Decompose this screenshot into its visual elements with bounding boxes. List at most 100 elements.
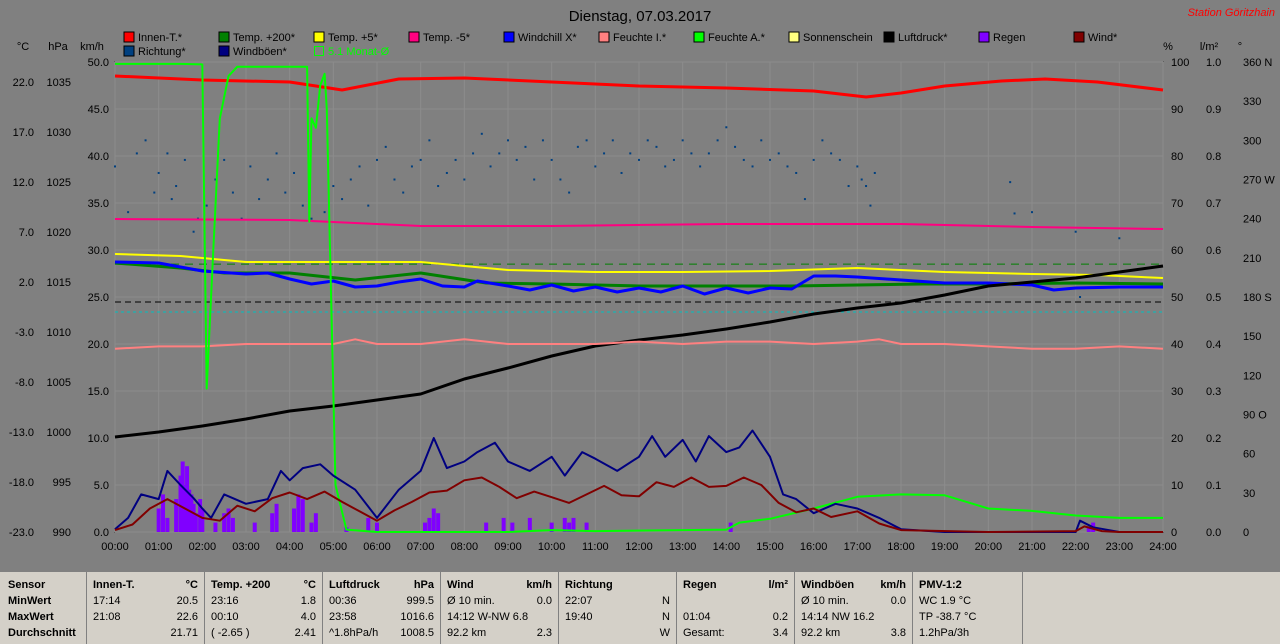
- legend-label: Feuchte I.*: [613, 32, 667, 44]
- x-tick-label: 18:00: [887, 541, 915, 553]
- direction-point: [603, 152, 606, 155]
- reference-lines: [115, 263, 1163, 313]
- direction-point: [428, 139, 431, 142]
- direction-point: [472, 152, 475, 155]
- direction-tick-label: 90 O: [1243, 410, 1267, 422]
- axis-unit-labels: °C hPa km/h% l/m² °: [17, 41, 1242, 53]
- series-line: [114, 476, 1163, 533]
- direction-point: [410, 165, 413, 168]
- x-tick-label: 16:00: [800, 541, 828, 553]
- x-tick-label: 02:00: [189, 541, 217, 553]
- direction-tick-label: 0: [1243, 527, 1249, 539]
- direction-point: [1031, 211, 1033, 214]
- axis-tick-labels: 00:00 01:00 02:00 03:00 04:00 05:00 06:00 07:00…: [9, 57, 1275, 553]
- direction-point: [795, 171, 798, 174]
- rain-bar: [292, 508, 297, 532]
- direction-point: [153, 191, 156, 194]
- rain-bar: [230, 517, 235, 532]
- direction-point: [734, 145, 737, 148]
- direction-point: [175, 185, 178, 188]
- rain-bar: [165, 517, 170, 532]
- legend-swatch: [1073, 31, 1085, 43]
- rain-bar: [200, 508, 205, 532]
- chart-title: Dienstag, 07.03.2017: [569, 8, 712, 25]
- pressure-tick-label: 1020: [47, 227, 71, 239]
- direction-point: [293, 171, 296, 174]
- direction-point: [393, 178, 396, 181]
- stats-col-title: Windböen: [801, 579, 855, 591]
- temp-tick-label: -23.0: [9, 527, 34, 539]
- stats-cell-label: 00:10: [211, 611, 239, 623]
- humidity-tick-label: 60: [1171, 245, 1183, 257]
- wind-tick-label: 50.0: [88, 57, 109, 69]
- temp-tick-label: 22.0: [13, 77, 34, 89]
- stats-col: PMV-1:2 WC 1.9 °C TP -38.7 °C 1.2hPa/3h: [913, 572, 1023, 644]
- direction-point: [638, 158, 640, 161]
- stats-col-unit: km/h: [526, 579, 552, 591]
- x-tick-label: 04:00: [276, 541, 304, 553]
- direction-point: [629, 152, 632, 155]
- x-tick-label: 03:00: [232, 541, 260, 553]
- direction-tick-label: 360 N: [1243, 57, 1272, 69]
- direction-point: [812, 158, 815, 161]
- legend-swatch: [693, 31, 705, 43]
- direction-axis-unit: °: [1238, 41, 1242, 53]
- stats-cell-label: ^1.8hPa/h: [329, 627, 379, 639]
- legend-label: Sonnenschein: [803, 32, 873, 44]
- direction-point: [402, 191, 405, 194]
- stats-col: Regen l/m² 01:04 0.2 Gesamt: 3.4: [677, 572, 795, 644]
- rain-tick-label: 0.2: [1206, 433, 1221, 445]
- direction-point: [489, 165, 492, 168]
- stats-cell-label: 92.2 km: [447, 627, 487, 639]
- legend-label: Windchill X*: [518, 32, 577, 44]
- direction-point: [760, 139, 763, 142]
- stats-cell-value: 22.6: [176, 611, 198, 623]
- direction-point: [856, 165, 859, 168]
- rain-tick-label: 0.6: [1206, 245, 1221, 257]
- rain-bar: [501, 517, 506, 532]
- wind-tick-label: 0.0: [94, 527, 109, 539]
- stats-cell-label: 14:14 NW 16.2: [801, 611, 875, 623]
- legend-label: Feuchte A.*: [708, 32, 766, 44]
- legend-swatch: [598, 31, 610, 43]
- direction-point: [559, 178, 562, 181]
- legend-swatch: [314, 46, 324, 56]
- direction-point: [620, 171, 623, 174]
- humidity-tick-label: 40: [1171, 339, 1183, 351]
- stats-max-label: MaxWert: [8, 611, 54, 623]
- x-tick-label: 15:00: [756, 541, 784, 553]
- temp-tick-label: 2.0: [19, 277, 34, 289]
- rain-bar: [549, 522, 554, 532]
- direction-point: [1079, 296, 1082, 298]
- direction-tick-label: 300: [1243, 135, 1261, 147]
- stats-cell-label: Gesamt:: [683, 627, 725, 639]
- stats-cell-value: 3.8: [890, 627, 906, 639]
- series-line: [114, 260, 1163, 296]
- x-tick-label: 09:00: [494, 541, 522, 553]
- direction-tick-label: 120: [1243, 370, 1261, 382]
- temp-tick-label: 17.0: [13, 127, 34, 139]
- direction-point: [223, 158, 226, 161]
- stats-col-unit: °C: [303, 579, 316, 591]
- wind-tick-label: 20.0: [88, 339, 109, 351]
- stats-col-title: Regen: [683, 579, 717, 591]
- rain-bar: [185, 466, 190, 532]
- stats-cell-value: 20.5: [176, 595, 198, 607]
- direction-point: [847, 185, 850, 188]
- wind-tick-label: 35.0: [88, 198, 109, 210]
- stats-col-sensor: Sensor MinWert MaxWert Durchschnitt: [0, 572, 87, 644]
- stats-col-title: Innen-T.: [93, 579, 135, 591]
- direction-point: [349, 178, 352, 181]
- direction-points: [114, 126, 1121, 298]
- rain-bar: [571, 517, 576, 532]
- rain-bar: [375, 522, 379, 532]
- direction-point: [498, 152, 501, 155]
- stats-col: Richtung 22:07 N 19:40 N W: [559, 572, 677, 644]
- stats-cell-label: Ø 10 min.: [447, 595, 495, 607]
- rain-bar: [484, 522, 489, 532]
- rain-bar: [193, 513, 198, 532]
- weather-chart: Dienstag, 07.03.2017 Station Göritzhain …: [8, 7, 1276, 553]
- rain-bar: [562, 517, 567, 532]
- direction-point: [301, 204, 304, 207]
- legend-label: Temp. +5*: [328, 32, 379, 44]
